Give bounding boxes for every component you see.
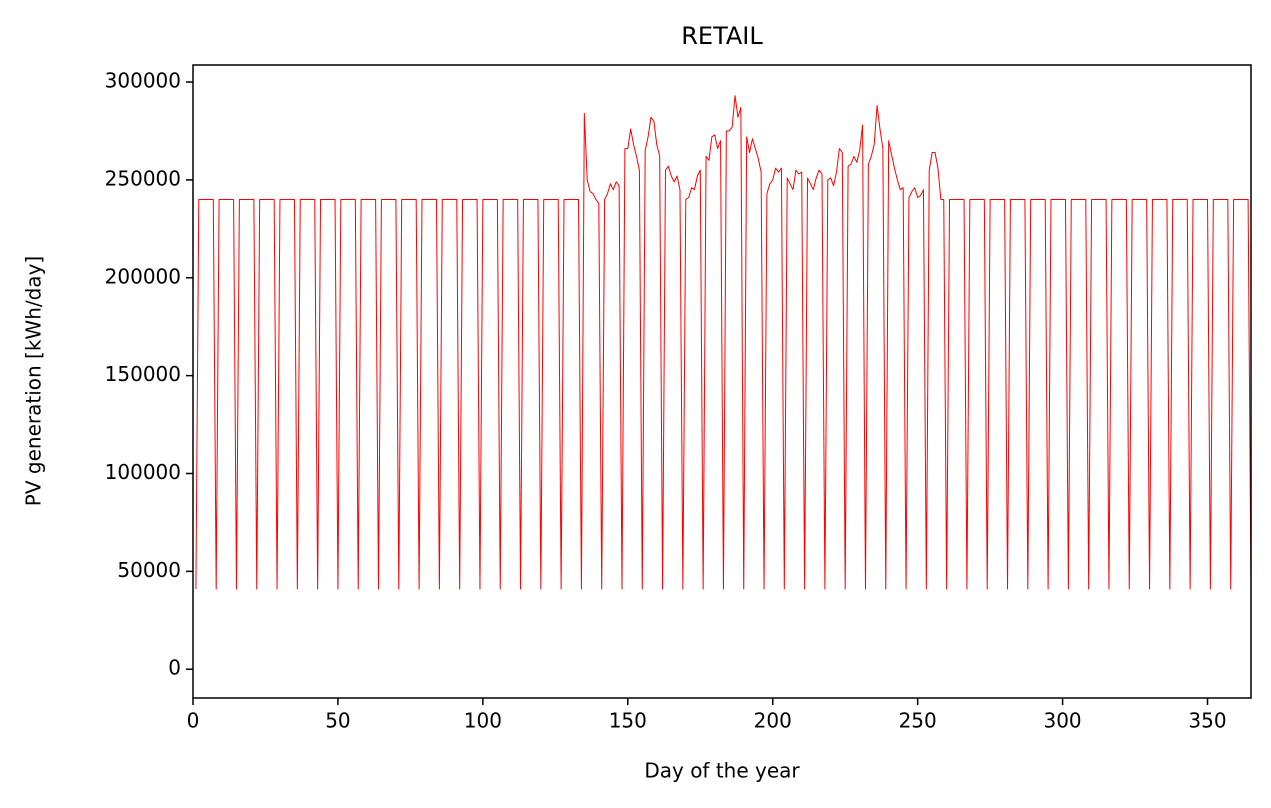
y-tick-label: 300000	[105, 69, 181, 93]
plot-frame	[192, 64, 1252, 699]
x-tick-label: 250	[899, 709, 937, 733]
y-axis-label: PV generation [kWh/day]	[22, 256, 46, 506]
x-axis-label: Day of the year	[644, 759, 800, 783]
x-tick-label: 100	[464, 709, 502, 733]
y-tick-label: 150000	[105, 362, 181, 386]
y-tick-label: 100000	[105, 460, 181, 484]
chart-title: RETAIL	[681, 22, 763, 50]
y-tick-label: 0	[168, 656, 181, 680]
y-tick-label: 50000	[117, 558, 181, 582]
x-tick-label: 0	[187, 709, 200, 733]
x-tick-label: 200	[754, 709, 792, 733]
y-tick-label: 250000	[105, 166, 181, 190]
y-tick-label: 200000	[105, 264, 181, 288]
x-tick-label: 350	[1188, 709, 1226, 733]
x-tick-label: 150	[609, 709, 647, 733]
x-tick-label: 50	[325, 709, 350, 733]
data-line	[195, 95, 1252, 590]
x-tick-label: 300	[1043, 709, 1081, 733]
